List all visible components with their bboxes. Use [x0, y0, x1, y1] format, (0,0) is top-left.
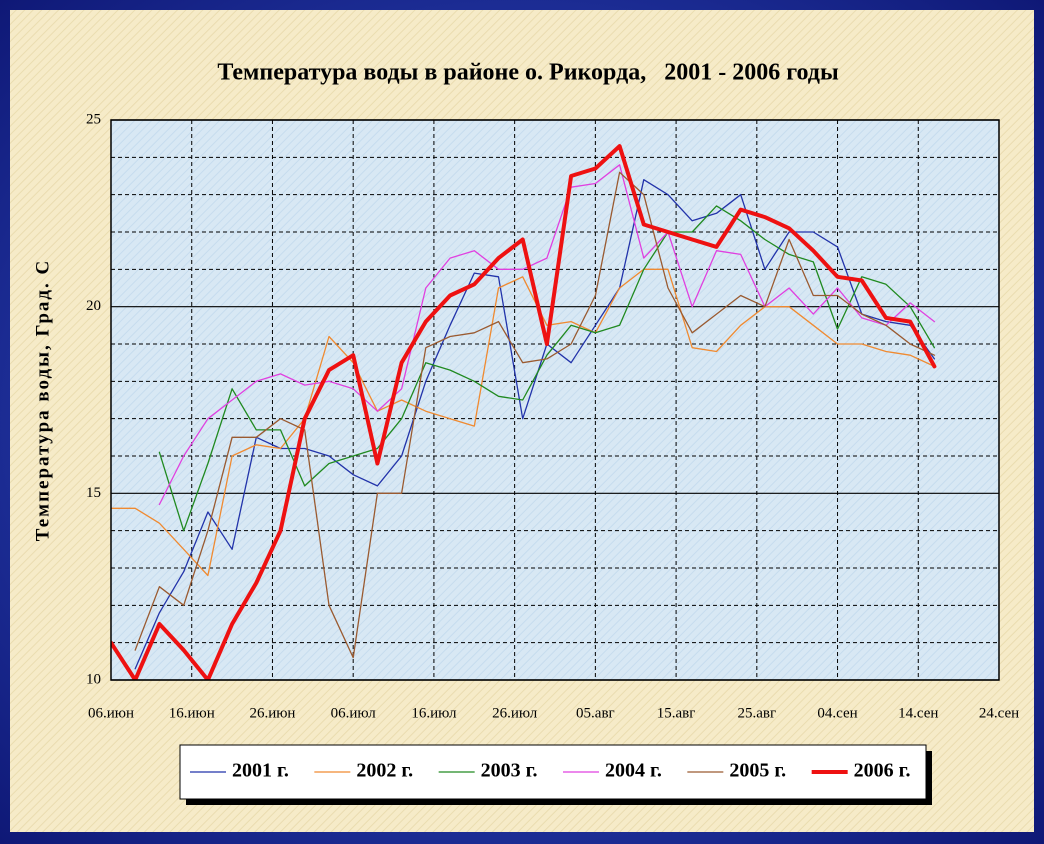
- y-tick-label: 10: [86, 671, 101, 687]
- x-tick-label: 04.сен: [817, 705, 857, 721]
- legend-label: 2001 г.: [232, 760, 289, 782]
- lines: [111, 144, 937, 680]
- y-tick-label: 15: [86, 485, 101, 501]
- y-tick-label: 20: [86, 298, 101, 314]
- series-line: [111, 268, 936, 577]
- x-tick-label: 24.сен: [979, 705, 1019, 721]
- legend-label: 2003 г.: [481, 760, 538, 782]
- x-tick-label: 26.июл: [492, 705, 538, 721]
- legend-label: 2006 г.: [854, 760, 911, 782]
- x-tick-label: 06.июл: [331, 705, 377, 721]
- x-tick-label: 26.июн: [249, 705, 295, 721]
- x-tick-label: 16.июн: [169, 705, 215, 721]
- legend-label: 2004 г.: [605, 760, 662, 782]
- chart-title: Температура воды в районе о. Рикорда, 20…: [217, 60, 839, 86]
- x-tick-label: 05.авг: [576, 705, 615, 721]
- x-tick-label: 14.сен: [898, 705, 938, 721]
- plot-area: [111, 120, 999, 680]
- series-line: [158, 205, 936, 532]
- y-axis-label: Температура воды, Град. С: [32, 259, 53, 542]
- legend-label: 2002 г.: [356, 760, 413, 782]
- series-line: [158, 164, 936, 506]
- y-tick-label: 25: [86, 111, 101, 127]
- x-tick-label: 15.авг: [657, 705, 696, 721]
- x-tick-label: 25.авг: [737, 705, 776, 721]
- x-tick-label: 16.июл: [411, 705, 457, 721]
- legend: [179, 744, 927, 800]
- legend-label: 2005 г.: [729, 760, 786, 782]
- legend-items: 2001 г. 2002 г. 2003 г. 2004 г. 2005 г. 2006 …: [190, 760, 910, 782]
- series-line: [134, 171, 936, 659]
- plot-border: [110, 119, 1000, 681]
- series-line: [111, 144, 937, 680]
- x-tick-label: 06.июн: [88, 705, 134, 721]
- series-line: [134, 179, 936, 670]
